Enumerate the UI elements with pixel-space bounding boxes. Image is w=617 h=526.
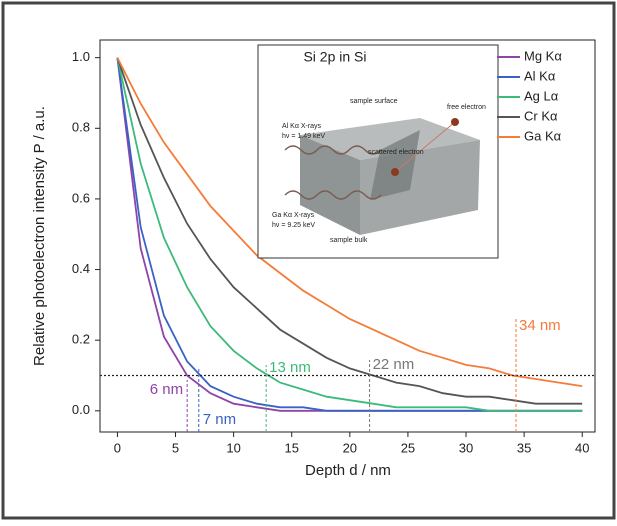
inset-title: Si 2p in Si xyxy=(303,49,366,65)
legend-label: Ga Kα xyxy=(524,128,562,143)
x-tick-label: 10 xyxy=(226,440,240,455)
y-tick-label: 0.6 xyxy=(72,190,90,205)
cube-cut xyxy=(370,130,420,200)
inset-label: sample bulk xyxy=(330,237,368,244)
series-line xyxy=(116,57,583,387)
annotation-label: 7 nm xyxy=(203,411,236,428)
x-tick-label: 25 xyxy=(401,440,415,455)
inset-label: Ga Kα X-rays xyxy=(272,212,315,219)
inset-label: sample surface xyxy=(350,98,398,105)
free-electron xyxy=(451,118,459,126)
series-line xyxy=(116,57,583,412)
inset-label: hν = 9.25 keV xyxy=(272,222,315,229)
inset-label: free electron xyxy=(447,104,486,111)
legend-label: Ag Lα xyxy=(524,88,559,103)
x-tick-label: 35 xyxy=(517,440,531,455)
series-line xyxy=(116,57,583,405)
x-tick-label: 15 xyxy=(284,440,298,455)
y-tick-label: 0.2 xyxy=(72,332,90,347)
electron-path xyxy=(394,121,456,173)
scattered-electron xyxy=(391,168,399,176)
legend-label: Mg Kα xyxy=(524,48,562,63)
x-tick-label: 5 xyxy=(172,440,179,455)
cube-top xyxy=(300,118,480,160)
x-axis-label: Depth d / nm xyxy=(305,462,391,479)
y-tick-label: 1.0 xyxy=(72,49,90,64)
xray-al xyxy=(284,145,382,155)
y-tick-label: 0.0 xyxy=(72,402,90,417)
x-tick-label: 30 xyxy=(459,440,473,455)
inset-label: Al Kα X-rays xyxy=(282,123,322,130)
xray-ga xyxy=(284,190,382,200)
plot-area xyxy=(99,39,596,433)
annotation-label: 6 nm xyxy=(150,381,183,398)
inset: Si 2p in Si sample surface free electron… xyxy=(257,44,499,259)
cube-left xyxy=(300,135,360,235)
y-axis-label: Relative photoelectron intensity P / a.u… xyxy=(31,106,48,366)
x-tick-label: 20 xyxy=(343,440,357,455)
legend-label: Cr Kα xyxy=(524,108,558,123)
legend-label: Al Kα xyxy=(524,68,556,83)
x-tick-label: 0 xyxy=(114,440,121,455)
y-tick-label: 0.8 xyxy=(72,120,90,135)
x-tick-label: 40 xyxy=(575,440,589,455)
inset-label: hν = 1.49 keV xyxy=(282,133,325,140)
annotation-label: 13 nm xyxy=(269,359,311,376)
annotation-label: 22 nm xyxy=(373,356,415,373)
inset-label: scattered electron xyxy=(368,149,424,156)
y-tick-label: 0.4 xyxy=(72,261,90,276)
annotation-label: 34 nm xyxy=(519,317,561,334)
